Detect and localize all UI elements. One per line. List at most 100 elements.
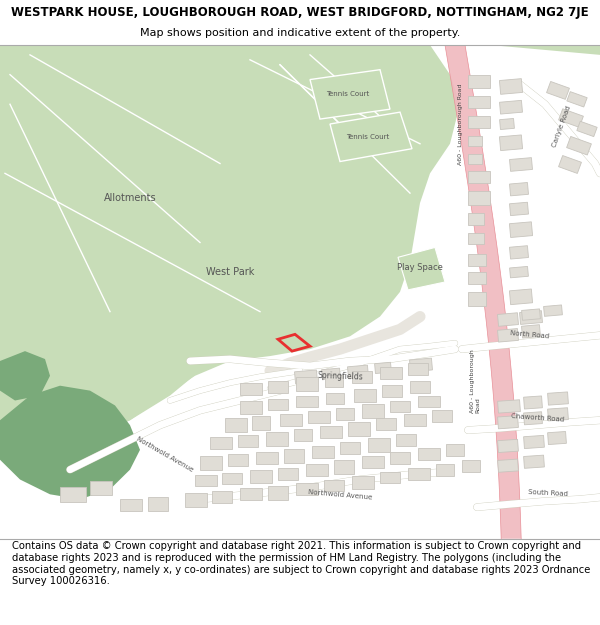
Bar — [284, 449, 304, 462]
Bar — [240, 488, 262, 500]
Polygon shape — [567, 92, 587, 107]
Text: Springfields: Springfields — [317, 371, 363, 381]
Polygon shape — [559, 109, 583, 127]
Bar — [396, 434, 416, 446]
Bar — [222, 472, 242, 484]
Polygon shape — [559, 156, 581, 173]
Polygon shape — [509, 289, 533, 304]
Bar — [296, 377, 318, 391]
Polygon shape — [520, 311, 542, 324]
Polygon shape — [497, 329, 518, 342]
Bar — [294, 429, 312, 441]
Bar — [468, 136, 482, 146]
Polygon shape — [509, 158, 532, 171]
Text: South Road: South Road — [528, 489, 568, 498]
Bar — [468, 154, 482, 164]
Bar — [296, 396, 318, 408]
Polygon shape — [497, 459, 518, 472]
Text: Tennis Court: Tennis Court — [326, 91, 370, 98]
Bar — [266, 432, 288, 446]
Polygon shape — [521, 325, 541, 338]
Bar — [468, 254, 486, 266]
Bar — [390, 452, 410, 464]
Bar — [250, 469, 272, 484]
Bar — [468, 272, 486, 284]
Text: Chaworth Road: Chaworth Road — [511, 412, 565, 422]
Bar — [418, 396, 440, 408]
Bar — [462, 460, 480, 472]
Bar — [334, 460, 354, 474]
Bar — [340, 442, 360, 454]
Polygon shape — [509, 266, 529, 278]
Bar — [278, 468, 298, 479]
Polygon shape — [497, 439, 518, 452]
Polygon shape — [347, 365, 368, 379]
Polygon shape — [310, 69, 390, 119]
Bar — [256, 452, 278, 464]
Bar — [432, 411, 452, 422]
Polygon shape — [500, 101, 523, 114]
Bar — [382, 385, 402, 396]
Bar — [336, 408, 354, 420]
Polygon shape — [330, 112, 412, 161]
Polygon shape — [524, 412, 542, 425]
Bar — [60, 488, 86, 502]
Polygon shape — [500, 119, 514, 129]
Bar — [240, 382, 262, 394]
Polygon shape — [509, 222, 533, 238]
Polygon shape — [410, 358, 433, 372]
Bar — [390, 401, 410, 412]
Text: Contains OS data © Crown copyright and database right 2021. This information is : Contains OS data © Crown copyright and d… — [12, 541, 590, 586]
Polygon shape — [566, 136, 592, 155]
Text: Carlyle Road: Carlyle Road — [551, 104, 572, 148]
Polygon shape — [524, 396, 542, 409]
Polygon shape — [548, 431, 566, 444]
Polygon shape — [548, 392, 568, 405]
Bar — [468, 116, 490, 128]
Bar — [348, 422, 370, 436]
Polygon shape — [509, 202, 529, 216]
Bar — [120, 499, 142, 511]
Bar — [362, 404, 384, 418]
Polygon shape — [524, 455, 544, 468]
Bar — [380, 367, 402, 379]
Bar — [228, 454, 248, 466]
Polygon shape — [548, 408, 568, 421]
Bar — [446, 444, 464, 456]
Bar — [468, 191, 490, 205]
Polygon shape — [0, 386, 140, 499]
Bar — [362, 456, 384, 468]
Polygon shape — [295, 370, 317, 384]
Text: West Park: West Park — [206, 267, 254, 277]
Bar — [296, 484, 318, 495]
Bar — [468, 232, 484, 244]
Bar — [352, 371, 372, 382]
Polygon shape — [497, 312, 518, 326]
Bar — [308, 411, 330, 423]
Bar — [312, 446, 334, 458]
Text: WESTPARK HOUSE, LOUGHBOROUGH ROAD, WEST BRIDGFORD, NOTTINGHAM, NG2 7JE: WESTPARK HOUSE, LOUGHBOROUGH ROAD, WEST … — [11, 6, 589, 19]
Bar — [468, 292, 486, 306]
Polygon shape — [577, 121, 597, 137]
Bar — [200, 456, 222, 469]
Polygon shape — [497, 416, 518, 429]
Polygon shape — [499, 79, 523, 94]
Bar — [225, 418, 247, 432]
Bar — [238, 435, 258, 447]
Polygon shape — [547, 81, 569, 99]
Bar — [326, 392, 344, 404]
Polygon shape — [374, 362, 391, 374]
Bar — [212, 491, 232, 503]
Bar — [408, 363, 428, 375]
Bar — [410, 381, 430, 392]
Bar — [468, 213, 484, 225]
Bar — [354, 389, 376, 402]
Polygon shape — [398, 248, 445, 290]
Bar — [306, 464, 328, 476]
Bar — [195, 474, 217, 486]
Text: Northwold Avenue: Northwold Avenue — [308, 489, 372, 501]
Bar — [376, 418, 396, 430]
Polygon shape — [0, 45, 600, 450]
Bar — [90, 481, 112, 495]
Bar — [404, 414, 426, 426]
